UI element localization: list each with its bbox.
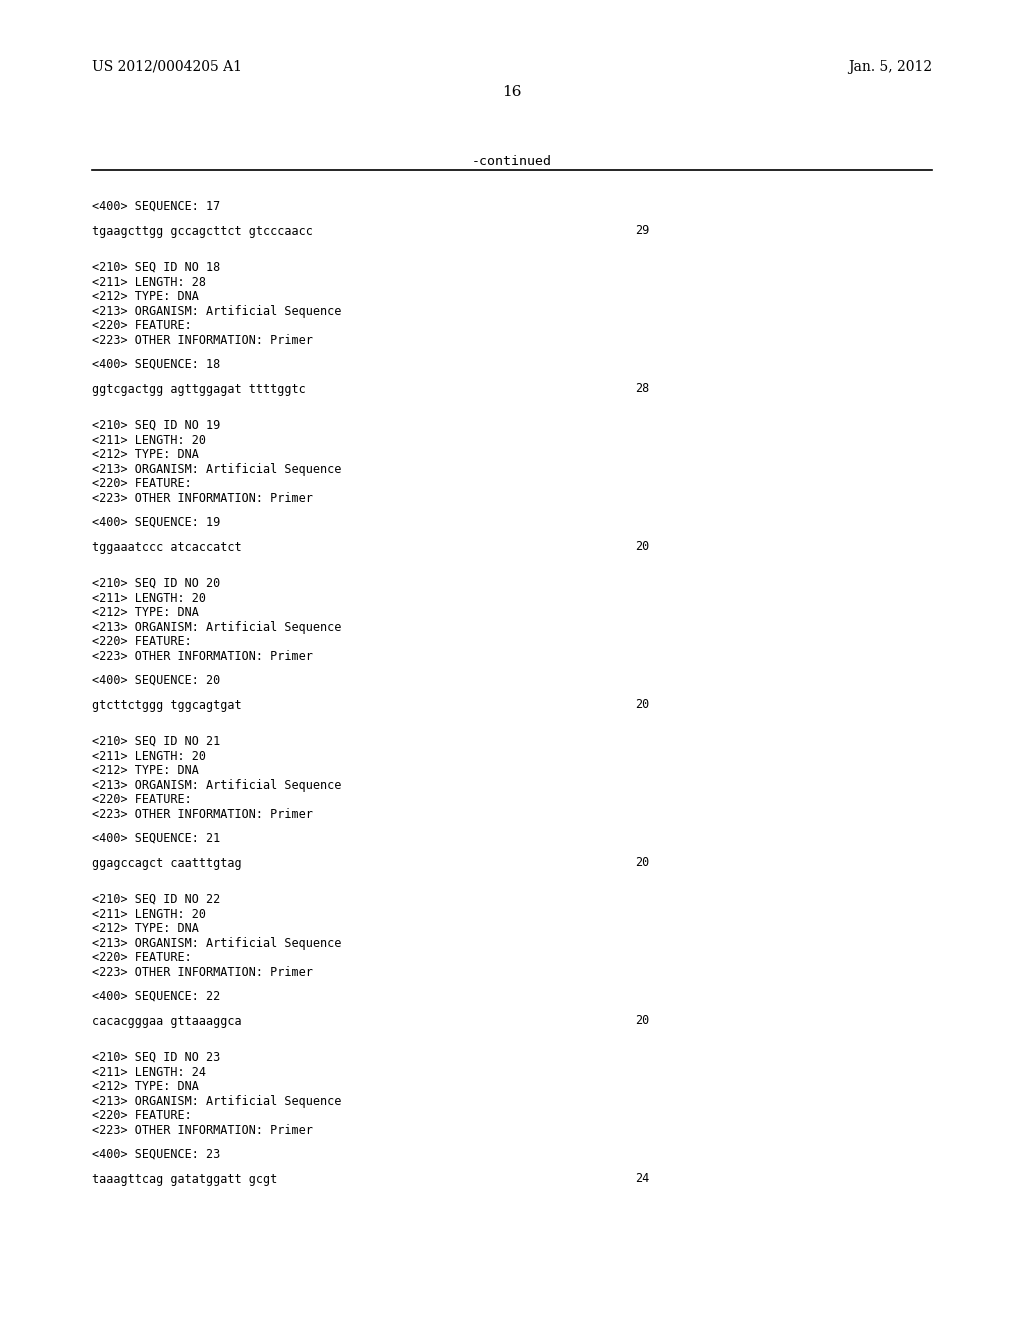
Text: <220> FEATURE:: <220> FEATURE: [92,477,191,490]
Text: <210> SEQ ID NO 21: <210> SEQ ID NO 21 [92,735,220,748]
Text: <211> LENGTH: 20: <211> LENGTH: 20 [92,908,206,920]
Text: gtcttctggg tggcagtgat: gtcttctggg tggcagtgat [92,698,242,711]
Text: <400> SEQUENCE: 21: <400> SEQUENCE: 21 [92,832,220,845]
Text: tggaaatccc atcaccatct: tggaaatccc atcaccatct [92,540,242,553]
Text: <220> FEATURE:: <220> FEATURE: [92,319,191,333]
Text: <400> SEQUENCE: 19: <400> SEQUENCE: 19 [92,516,220,529]
Text: cacacgggaa gttaaaggca: cacacgggaa gttaaaggca [92,1015,242,1027]
Text: <213> ORGANISM: Artificial Sequence: <213> ORGANISM: Artificial Sequence [92,462,342,475]
Text: <212> TYPE: DNA: <212> TYPE: DNA [92,606,199,619]
Text: <210> SEQ ID NO 19: <210> SEQ ID NO 19 [92,418,220,432]
Text: taaagttcag gatatggatt gcgt: taaagttcag gatatggatt gcgt [92,1172,278,1185]
Text: Jan. 5, 2012: Jan. 5, 2012 [848,59,932,74]
Text: <212> TYPE: DNA: <212> TYPE: DNA [92,921,199,935]
Text: <213> ORGANISM: Artificial Sequence: <213> ORGANISM: Artificial Sequence [92,779,342,792]
Text: <210> SEQ ID NO 23: <210> SEQ ID NO 23 [92,1051,220,1064]
Text: <212> TYPE: DNA: <212> TYPE: DNA [92,290,199,304]
Text: ggtcgactgg agttggagat ttttggtc: ggtcgactgg agttggagat ttttggtc [92,383,306,396]
Text: <223> OTHER INFORMATION: Primer: <223> OTHER INFORMATION: Primer [92,965,313,978]
Text: tgaagcttgg gccagcttct gtcccaacc: tgaagcttgg gccagcttct gtcccaacc [92,224,313,238]
Text: 24: 24 [635,1172,649,1185]
Text: <211> LENGTH: 20: <211> LENGTH: 20 [92,591,206,605]
Text: <211> LENGTH: 24: <211> LENGTH: 24 [92,1065,206,1078]
Text: 16: 16 [502,84,522,99]
Text: 28: 28 [635,383,649,396]
Text: <223> OTHER INFORMATION: Primer: <223> OTHER INFORMATION: Primer [92,491,313,504]
Text: <220> FEATURE:: <220> FEATURE: [92,793,191,807]
Text: 20: 20 [635,540,649,553]
Text: <210> SEQ ID NO 18: <210> SEQ ID NO 18 [92,261,220,275]
Text: <213> ORGANISM: Artificial Sequence: <213> ORGANISM: Artificial Sequence [92,1094,342,1107]
Text: <213> ORGANISM: Artificial Sequence: <213> ORGANISM: Artificial Sequence [92,620,342,634]
Text: <220> FEATURE:: <220> FEATURE: [92,635,191,648]
Text: ggagccagct caatttgtag: ggagccagct caatttgtag [92,857,242,870]
Text: <210> SEQ ID NO 22: <210> SEQ ID NO 22 [92,894,220,906]
Text: <211> LENGTH: 20: <211> LENGTH: 20 [92,433,206,446]
Text: -continued: -continued [472,154,552,168]
Text: 29: 29 [635,224,649,238]
Text: <400> SEQUENCE: 17: <400> SEQUENCE: 17 [92,201,220,213]
Text: 20: 20 [635,857,649,870]
Text: <400> SEQUENCE: 23: <400> SEQUENCE: 23 [92,1148,220,1162]
Text: <212> TYPE: DNA: <212> TYPE: DNA [92,1080,199,1093]
Text: <220> FEATURE:: <220> FEATURE: [92,1109,191,1122]
Text: US 2012/0004205 A1: US 2012/0004205 A1 [92,59,242,74]
Text: <213> ORGANISM: Artificial Sequence: <213> ORGANISM: Artificial Sequence [92,305,342,318]
Text: <223> OTHER INFORMATION: Primer: <223> OTHER INFORMATION: Primer [92,1123,313,1137]
Text: 20: 20 [635,1015,649,1027]
Text: <220> FEATURE:: <220> FEATURE: [92,950,191,964]
Text: <400> SEQUENCE: 20: <400> SEQUENCE: 20 [92,675,220,686]
Text: <213> ORGANISM: Artificial Sequence: <213> ORGANISM: Artificial Sequence [92,936,342,949]
Text: <223> OTHER INFORMATION: Primer: <223> OTHER INFORMATION: Primer [92,334,313,346]
Text: <210> SEQ ID NO 20: <210> SEQ ID NO 20 [92,577,220,590]
Text: <212> TYPE: DNA: <212> TYPE: DNA [92,447,199,461]
Text: <211> LENGTH: 28: <211> LENGTH: 28 [92,276,206,289]
Text: <223> OTHER INFORMATION: Primer: <223> OTHER INFORMATION: Primer [92,808,313,821]
Text: 20: 20 [635,698,649,711]
Text: <212> TYPE: DNA: <212> TYPE: DNA [92,764,199,777]
Text: <400> SEQUENCE: 22: <400> SEQUENCE: 22 [92,990,220,1003]
Text: <223> OTHER INFORMATION: Primer: <223> OTHER INFORMATION: Primer [92,649,313,663]
Text: <400> SEQUENCE: 18: <400> SEQUENCE: 18 [92,358,220,371]
Text: <211> LENGTH: 20: <211> LENGTH: 20 [92,750,206,763]
